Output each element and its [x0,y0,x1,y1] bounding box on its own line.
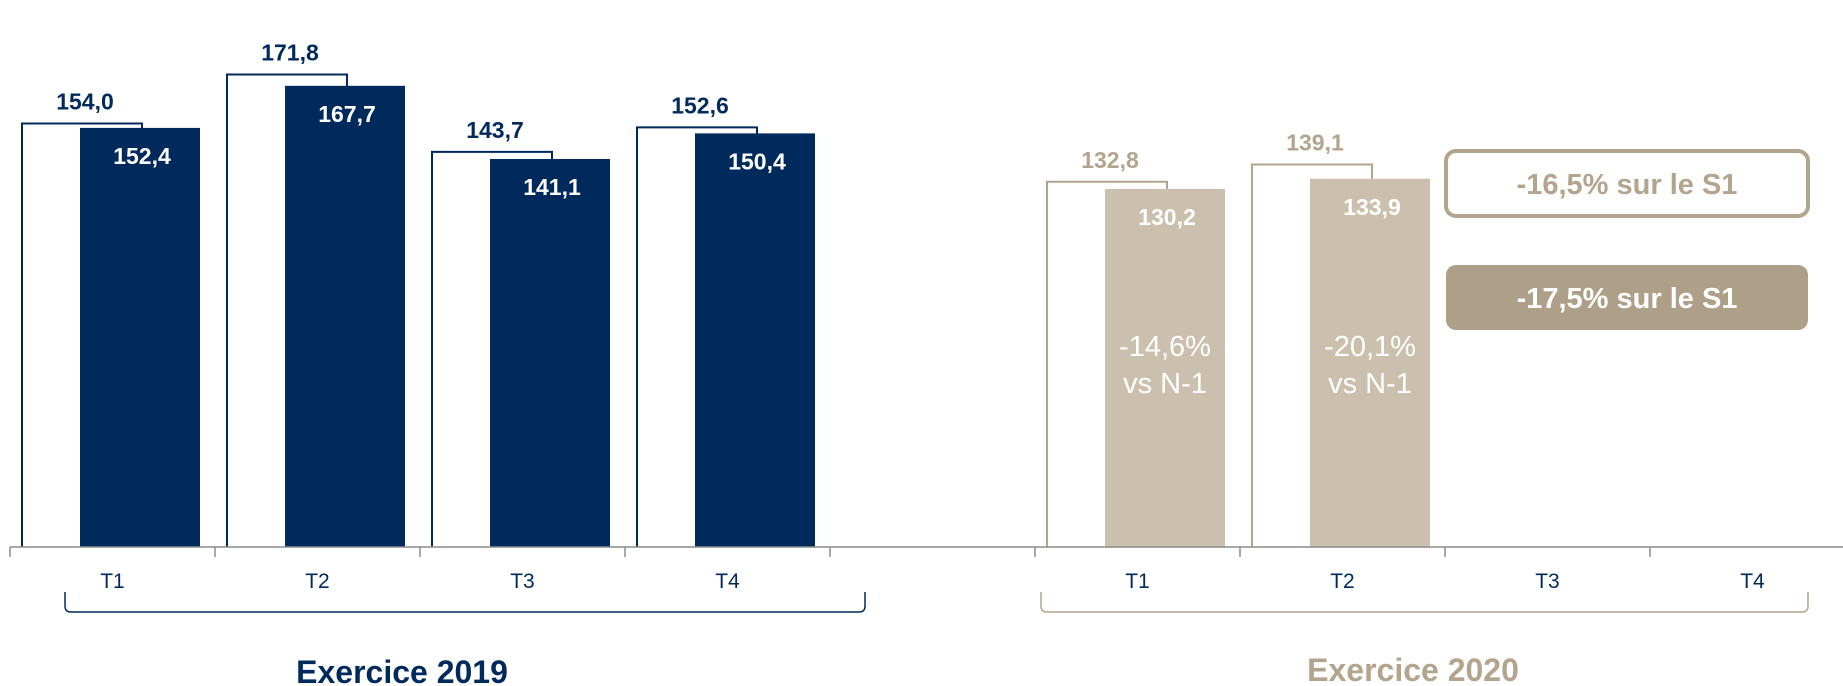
x-tick-label: T4 [715,570,740,593]
filled-bar [1310,178,1430,547]
filled-bar [490,158,610,547]
x-tick-label: T2 [305,570,330,593]
filled-bar-value-label: 133,9 [1343,194,1401,220]
filled-bar [285,85,405,547]
callout-s1-filled-text: -17,5% sur le S1 [1517,283,1738,315]
outline-bar-value-label: 154,0 [56,89,114,115]
group-label: Exercice 2019 [296,654,508,686]
x-tick-label: T3 [510,570,535,593]
group-brace [1040,592,1809,613]
filled-bar [695,133,815,547]
filled-bar-value-label: 141,1 [523,174,581,200]
outline-bar-value-label: 143,7 [466,117,524,143]
filled-bar-value-label: 167,7 [318,101,376,127]
outline-bar-value-label: 132,8 [1081,147,1139,173]
filled-bar [1105,188,1225,547]
filled-bar-value-label: 152,4 [113,143,171,169]
change-annotation-line1: -14,6% [1119,331,1211,363]
outline-bar-value-label: 171,8 [261,40,319,66]
x-tick-label: T1 [1125,570,1150,593]
x-tick-label: T2 [1330,570,1355,593]
group-label: Exercice 2020 [1307,652,1519,686]
filled-bar-value-label: 150,4 [728,148,786,174]
outline-bar-value-label: 152,6 [671,92,729,118]
callout-s1-outline-text: -16,5% sur le S1 [1517,169,1738,201]
outline-bar-value-label: 139,1 [1286,129,1344,155]
filled-bar [80,127,200,548]
x-tick-label: T1 [100,570,125,593]
change-annotation-line2: vs N-1 [1328,368,1412,400]
callout-s1-filled-box [1446,265,1808,330]
group-brace [64,592,866,613]
filled-bar-value-label: 130,2 [1138,204,1196,230]
callout-s1-outline-box [1444,149,1810,218]
change-annotation-line1: -20,1% [1324,331,1416,363]
x-tick-label: T3 [1535,570,1560,593]
x-tick-label: T4 [1740,570,1765,593]
change-annotation-line2: vs N-1 [1123,368,1207,400]
